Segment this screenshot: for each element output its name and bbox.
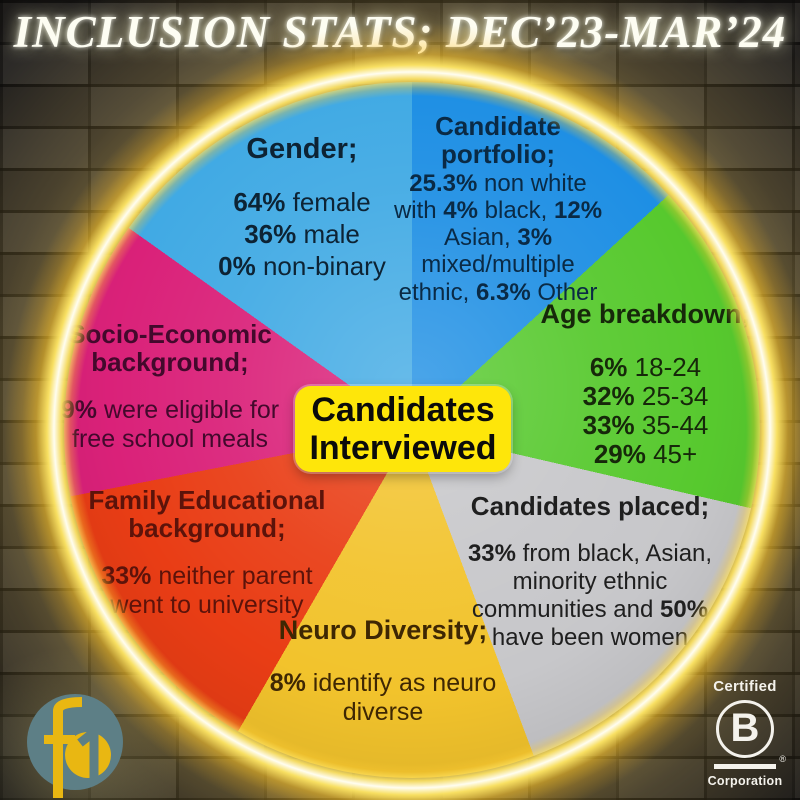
segment-label-neuro-diversity: Neuro Diversity; 8% identify as neuro di… (262, 615, 504, 727)
segment-heading: Neuro Diversity; (278, 615, 488, 645)
segment-label-socio-economic-background: Socio-Economic background; 9% were eligi… (48, 320, 292, 454)
b-corp-bar: ® (714, 754, 786, 769)
stat-line: 9% were eligible for free school meals (60, 396, 280, 454)
segment-label-age-breakdown: Age breakdown; 6% 18-24 32% 25-34 33% 35-4… (518, 299, 773, 470)
stat-line: 6% 18-24 (589, 352, 702, 383)
center-label-line1: Candidates (311, 390, 495, 429)
b-corp-corporation-text: Corporation (707, 774, 783, 788)
stat-line: 33% 35-44 (582, 410, 709, 441)
segment-stats: 25.3% non white with 4% black, 12% Asian… (388, 170, 608, 306)
segment-label-family-educational-background: Family Educational background; 33% neith… (74, 486, 340, 620)
stat-line: 8% identify as neuro diverse (269, 669, 497, 727)
segment-heading: Family Educational background; (88, 485, 326, 544)
segment-stats: 8% identify as neuro diverse (262, 669, 504, 727)
page-title: INCLUSION STATS; DEC’23-MAR’24 (13, 7, 787, 57)
segment-stats: 9% were eligible for free school meals (48, 396, 292, 454)
segment-heading: Candidates placed; (470, 491, 710, 521)
segment-stats: 6% 18-24 32% 25-34 33% 35-44 29% 45+ (518, 353, 773, 469)
center-label-badge: Candidates Interviewed (295, 386, 511, 472)
stat-line: 29% 45+ (593, 439, 698, 470)
b-corp-icon: B (716, 700, 774, 758)
stat-line: 32% 25-34 (582, 381, 709, 412)
segment-label-candidate-portfolio: Candidate portfolio; 25.3% non white wit… (388, 112, 608, 306)
b-corp-certification-logo: Certified B ® Corporation (700, 678, 790, 788)
center-label-line2: Interviewed (309, 429, 497, 467)
stat-line: 25.3% non white with 4% black, 12% Asian… (393, 170, 603, 306)
segment-heading: Candidate portfolio; (435, 111, 561, 170)
b-corp-certified-text: Certified (713, 678, 777, 695)
stat-line: 33% neither parent went to university (101, 562, 313, 620)
segment-heading: Age breakdown; (540, 299, 751, 329)
segment-heading: Socio-Economic background; (68, 319, 272, 378)
f1-monogram-icon (27, 694, 123, 798)
f1-monogram-logo (25, 692, 125, 800)
segment-stats: 33% neither parent went to university (74, 562, 340, 620)
registered-trademark-icon: ® (779, 754, 786, 764)
